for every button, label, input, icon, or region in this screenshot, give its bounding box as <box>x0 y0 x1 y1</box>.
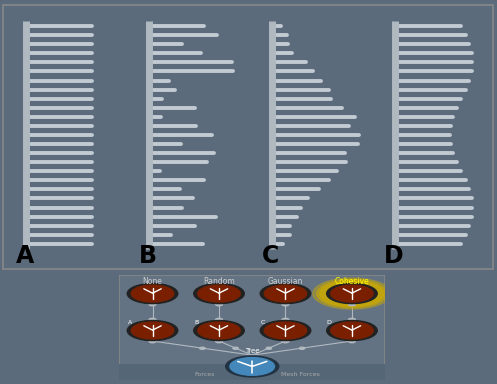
Circle shape <box>216 340 223 343</box>
FancyBboxPatch shape <box>3 5 494 270</box>
Text: A: A <box>15 244 34 268</box>
Circle shape <box>313 278 391 309</box>
Circle shape <box>198 285 240 302</box>
Text: B: B <box>194 319 198 324</box>
Circle shape <box>327 321 377 341</box>
Circle shape <box>233 347 238 349</box>
Circle shape <box>194 321 244 341</box>
Circle shape <box>348 318 355 321</box>
Circle shape <box>327 283 377 304</box>
Circle shape <box>149 318 156 321</box>
Circle shape <box>331 285 373 302</box>
Text: C: C <box>262 244 279 268</box>
Circle shape <box>226 356 279 377</box>
Circle shape <box>264 322 307 339</box>
Text: Cohesive: Cohesive <box>334 276 369 286</box>
Circle shape <box>282 303 289 306</box>
Circle shape <box>282 340 289 343</box>
Circle shape <box>216 303 223 306</box>
Circle shape <box>127 283 178 304</box>
Text: A: A <box>128 319 132 324</box>
Circle shape <box>331 322 373 339</box>
Text: Mesh Forces: Mesh Forces <box>281 372 320 377</box>
Text: Forces: Forces <box>194 372 215 377</box>
Circle shape <box>230 358 274 375</box>
Circle shape <box>348 340 355 343</box>
FancyBboxPatch shape <box>119 364 385 380</box>
Text: D: D <box>384 244 404 268</box>
FancyBboxPatch shape <box>119 275 385 380</box>
Text: D: D <box>327 319 331 324</box>
Circle shape <box>149 303 156 306</box>
Circle shape <box>348 303 355 306</box>
Circle shape <box>149 340 156 343</box>
Circle shape <box>264 285 307 302</box>
Circle shape <box>266 347 271 349</box>
Text: B: B <box>139 244 157 268</box>
Circle shape <box>131 285 174 302</box>
Text: C: C <box>260 319 265 324</box>
Circle shape <box>299 347 305 349</box>
Text: Tree: Tree <box>245 348 259 354</box>
Text: Random: Random <box>203 276 235 286</box>
Circle shape <box>260 283 311 304</box>
Circle shape <box>216 318 223 321</box>
Text: None: None <box>143 276 163 286</box>
Text: Gaussian: Gaussian <box>268 276 303 286</box>
Circle shape <box>260 321 311 341</box>
Circle shape <box>282 318 289 321</box>
Circle shape <box>200 347 205 349</box>
Circle shape <box>127 321 178 341</box>
Circle shape <box>198 322 240 339</box>
Circle shape <box>194 283 244 304</box>
Circle shape <box>131 322 174 339</box>
Circle shape <box>317 280 387 308</box>
Circle shape <box>320 281 384 306</box>
